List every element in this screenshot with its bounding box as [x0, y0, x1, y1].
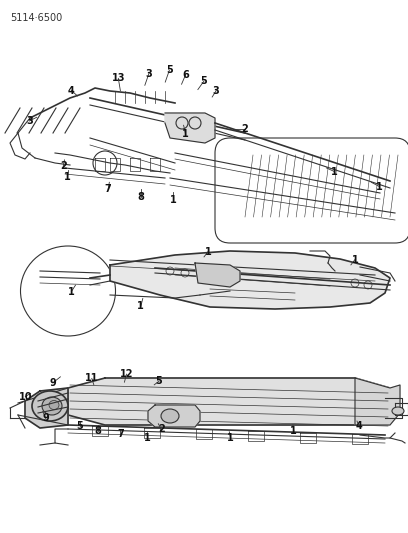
Text: 1: 1 [144, 433, 150, 443]
Text: 7: 7 [117, 430, 124, 439]
Ellipse shape [392, 407, 404, 415]
Polygon shape [355, 378, 400, 425]
Text: 1: 1 [376, 182, 383, 191]
Text: 1: 1 [205, 247, 211, 256]
Ellipse shape [49, 400, 59, 409]
Text: 5: 5 [201, 76, 207, 86]
Text: 6: 6 [182, 70, 189, 79]
Text: 8: 8 [137, 192, 144, 202]
Polygon shape [110, 251, 390, 309]
Text: 5: 5 [156, 376, 162, 386]
Text: 1: 1 [352, 255, 358, 264]
Polygon shape [25, 388, 68, 428]
Text: 4: 4 [356, 422, 362, 431]
Polygon shape [148, 405, 200, 427]
Ellipse shape [161, 409, 179, 423]
Text: 8: 8 [95, 426, 101, 435]
Ellipse shape [42, 397, 62, 415]
Text: 1: 1 [331, 167, 338, 176]
Text: 11: 11 [85, 374, 99, 383]
Text: 1: 1 [182, 130, 189, 139]
Text: 2: 2 [60, 161, 67, 171]
Text: 9: 9 [50, 378, 56, 387]
Text: 2: 2 [242, 124, 248, 134]
Text: 5: 5 [166, 66, 173, 75]
Text: 13: 13 [111, 74, 125, 83]
Text: 1: 1 [137, 302, 144, 311]
FancyBboxPatch shape [215, 138, 408, 243]
Ellipse shape [20, 246, 115, 336]
Text: 9: 9 [42, 414, 49, 423]
Polygon shape [165, 113, 215, 143]
Ellipse shape [32, 391, 68, 421]
Text: 2: 2 [158, 424, 164, 434]
Text: 3: 3 [213, 86, 220, 95]
Polygon shape [195, 263, 240, 287]
Text: 5: 5 [76, 422, 83, 431]
Text: 3: 3 [146, 69, 152, 78]
Text: 1: 1 [290, 426, 297, 435]
Text: 12: 12 [120, 369, 133, 379]
Text: 1: 1 [68, 287, 75, 296]
Text: 5114·6500: 5114·6500 [10, 13, 62, 23]
Text: 7: 7 [105, 184, 111, 194]
Text: 1: 1 [227, 433, 234, 443]
Polygon shape [68, 378, 390, 425]
Text: 10: 10 [18, 392, 32, 401]
Text: 1: 1 [64, 172, 71, 182]
Text: 1: 1 [170, 195, 177, 205]
Text: 3: 3 [26, 116, 33, 126]
Text: 4: 4 [68, 86, 75, 95]
